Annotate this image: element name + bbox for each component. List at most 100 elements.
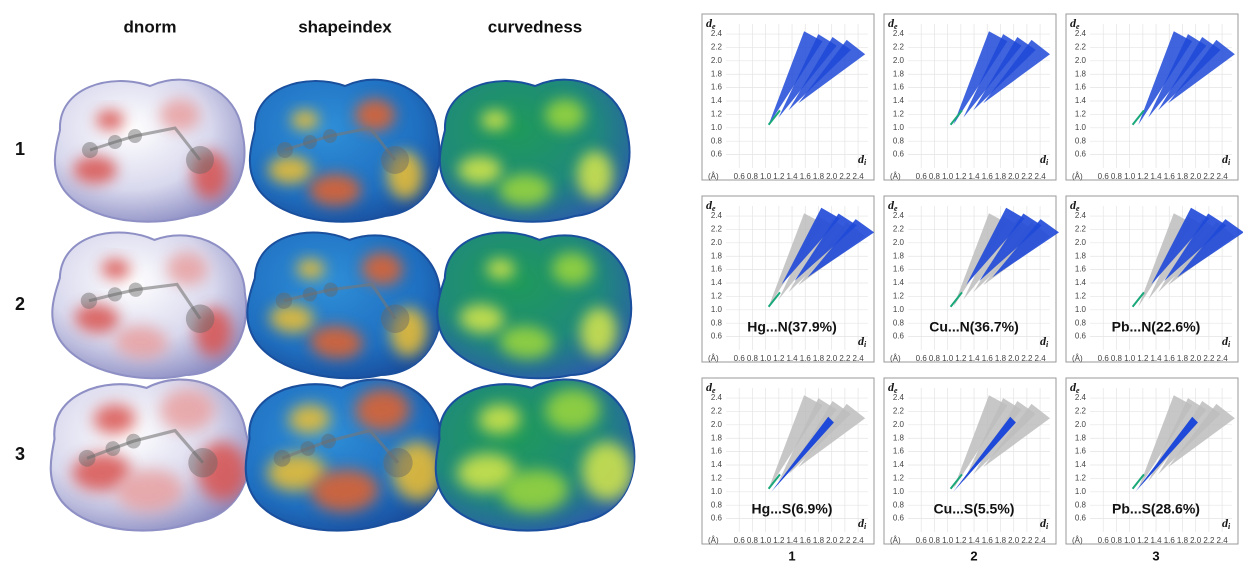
x-tick-label: 1.6 [982, 172, 994, 181]
x-tick-label: 0.6 [916, 354, 928, 363]
x-tick-label: 1.8 [1177, 536, 1189, 545]
x-tick-label: 0.8 [929, 354, 941, 363]
axis-subscript: e [1076, 386, 1080, 395]
y-tick-label: 1.6 [711, 447, 723, 456]
y-tick-label: 1.8 [711, 69, 723, 78]
y-tick-label: 0.6 [711, 332, 723, 341]
axis-unit: (Å) [1072, 536, 1083, 545]
y-tick-label: 1.6 [893, 83, 905, 92]
y-tick-label: 2.2 [893, 43, 905, 52]
axis-subscript: e [712, 22, 716, 31]
x-tick-label: 1.2 [1137, 172, 1149, 181]
y-tick-label: 1.2 [1075, 110, 1087, 119]
x-tick-label: 1.6 [1164, 536, 1176, 545]
hirshfeld-surface [243, 227, 446, 385]
x-tick-label: 1.8 [995, 172, 1007, 181]
y-tick-label: 2.0 [893, 56, 905, 65]
axis-subscript: e [894, 386, 898, 395]
contact-label: Hg...N(37.9%) [747, 319, 836, 335]
hirshfeld-surface [433, 227, 636, 385]
x-tick-label: 1.6 [800, 354, 812, 363]
x-tick-label: 1.8 [813, 536, 825, 545]
y-tick-label: 1.4 [893, 96, 905, 105]
y-tick-label: 1.8 [893, 251, 905, 260]
y-tick-label: 0.6 [711, 514, 723, 523]
y-tick-label: 2.0 [711, 238, 723, 247]
axis-unit: (Å) [890, 354, 901, 363]
contact-label: Pb...S(28.6%) [1112, 501, 1200, 517]
y-tick-label: 1.0 [893, 487, 905, 496]
y-tick-label: 1.4 [1075, 96, 1087, 105]
x-tick-label: 2.2 [839, 536, 851, 545]
x-tick-label: 0.6 [1098, 172, 1110, 181]
y-tick-label: 2.2 [1075, 407, 1087, 416]
x-tick-label: 0.8 [1111, 172, 1123, 181]
x-tick-label: 2.0 [826, 172, 838, 181]
y-tick-label: 0.8 [711, 136, 723, 145]
x-tick-label: 1.8 [995, 536, 1007, 545]
x-tick-label: 2.4 [1217, 354, 1229, 363]
y-tick-label: 1.8 [893, 69, 905, 78]
surface-spot [96, 110, 124, 130]
x-tick-label: 1.6 [1164, 354, 1176, 363]
x-tick-label: 1.2 [773, 172, 785, 181]
axis-unit: (Å) [890, 172, 901, 181]
x-tick-label: 0.8 [929, 172, 941, 181]
y-tick-label: 1.2 [711, 474, 723, 483]
y-tick-label: 1.6 [711, 83, 723, 92]
surface-spot [309, 174, 361, 206]
x-tick-label: 0.6 [916, 536, 928, 545]
surface-spot [458, 156, 502, 184]
x-tick-label: 1.0 [760, 354, 772, 363]
x-tick-label: 1.4 [786, 172, 798, 181]
y-tick-label: 1.6 [893, 265, 905, 274]
x-tick-label: 0.6 [1098, 536, 1110, 545]
x-tick-label: 1.4 [968, 172, 980, 181]
x-tick-label: 1.2 [1137, 536, 1149, 545]
surface-body [243, 227, 446, 385]
row-label: 2 [15, 294, 25, 314]
x-tick-label: 1.6 [800, 536, 812, 545]
y-tick-label: 1.4 [711, 96, 723, 105]
x-tick-label: 2.4 [853, 536, 865, 545]
y-tick-label: 1.0 [711, 305, 723, 314]
x-tick-label: 0.6 [734, 354, 746, 363]
x-tick-label: 1.4 [1150, 172, 1162, 181]
x-tick-label: 1.0 [1124, 536, 1136, 545]
x-tick-label: 1.8 [813, 172, 825, 181]
y-tick-label: 1.8 [1075, 251, 1087, 260]
molecule-atom [323, 129, 337, 143]
hirshfeld-surface [440, 80, 630, 222]
x-tick-label: 1.4 [968, 536, 980, 545]
y-tick-label: 1.4 [711, 278, 723, 287]
surface-spot [160, 99, 200, 131]
y-tick-label: 1.4 [1075, 278, 1087, 287]
surface-spot [73, 156, 117, 184]
y-tick-label: 1.2 [893, 292, 905, 301]
y-tick-label: 2.2 [1075, 43, 1087, 52]
y-tick-label: 1.6 [1075, 265, 1087, 274]
y-tick-label: 1.2 [893, 474, 905, 483]
x-tick-label: 2.0 [826, 536, 838, 545]
figure: dnormshapeindexcurvedness1230.60.60.80.8… [0, 0, 1243, 565]
hirshfeld-surface [46, 376, 253, 535]
axis-unit: (Å) [1072, 354, 1083, 363]
axis-subscript: e [1076, 204, 1080, 213]
y-tick-label: 1.4 [893, 278, 905, 287]
x-tick-label: 1.4 [968, 354, 980, 363]
x-tick-label: 2.2 [1021, 172, 1033, 181]
x-tick-label: 2.0 [1008, 536, 1020, 545]
y-tick-label: 2.0 [711, 420, 723, 429]
y-tick-label: 0.6 [893, 150, 905, 159]
x-tick-label: 2.4 [1035, 354, 1047, 363]
y-tick-label: 1.4 [1075, 460, 1087, 469]
y-tick-label: 2.2 [711, 225, 723, 234]
surface-spot [577, 151, 613, 199]
axis-subscript: e [894, 22, 898, 31]
surface-spot [545, 99, 585, 131]
y-tick-label: 0.8 [711, 500, 723, 509]
x-tick-label: 1.0 [760, 536, 772, 545]
y-tick-label: 1.4 [711, 460, 723, 469]
molecule-atom [108, 135, 122, 149]
x-tick-label: 1.0 [942, 536, 954, 545]
